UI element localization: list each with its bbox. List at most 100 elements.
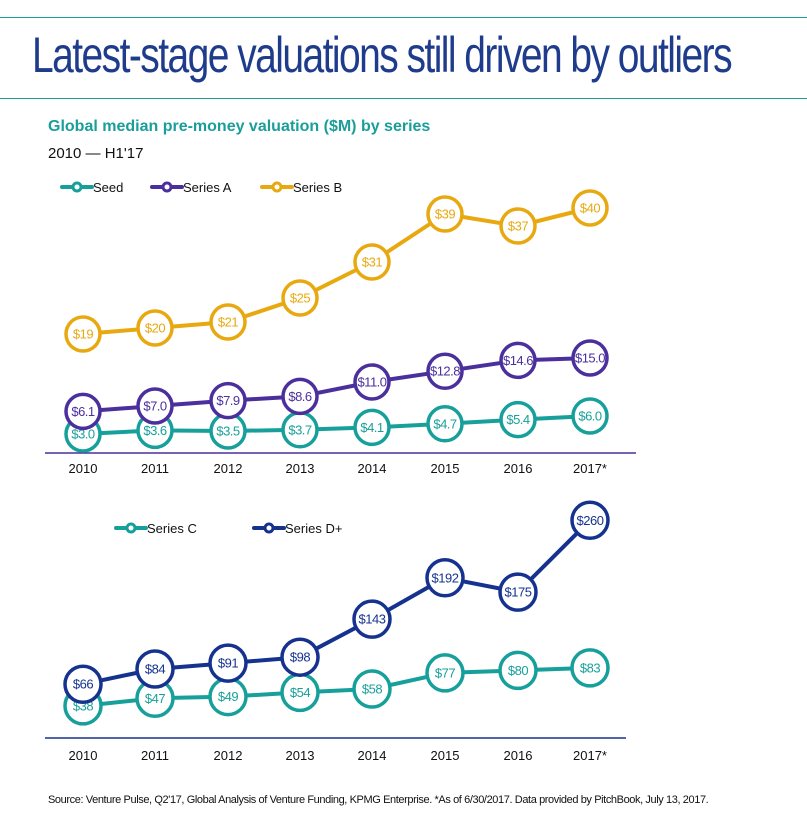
data-label: $58 (362, 681, 382, 696)
data-point-marker (499, 400, 537, 439)
data-point-marker (353, 408, 391, 447)
legend-label: Series A (183, 180, 232, 195)
x-tick-label: 2011 (141, 461, 169, 476)
x-tick-label: 2012 (214, 748, 243, 763)
x-tick-label: 2017* (573, 461, 607, 476)
data-label: $91 (218, 656, 238, 671)
data-label: $39 (435, 207, 455, 222)
data-label: $25 (290, 291, 310, 306)
data-label: $6.1 (71, 404, 95, 419)
data-label: $7.9 (216, 393, 240, 408)
data-point-marker (209, 381, 247, 420)
x-tick-label: 2015 (431, 748, 460, 763)
data-label: $84 (145, 662, 165, 677)
data-label: $54 (290, 685, 310, 700)
data-label: $15.0 (575, 351, 605, 366)
data-point-marker (426, 405, 464, 443)
source-note: Source: Venture Pulse, Q2'17, Global Ana… (48, 794, 709, 806)
x-tick-label: 2011 (141, 748, 169, 763)
data-label: $260 (577, 513, 604, 528)
legend-marker (263, 522, 275, 534)
data-point-marker (426, 352, 464, 390)
data-point-marker (498, 650, 538, 691)
data-label: $3.5 (216, 424, 240, 439)
data-label: $12.8 (430, 364, 460, 379)
x-tick-label: 2014 (358, 461, 387, 476)
x-tick-label: 2010 (69, 748, 98, 763)
x-tick-label: 2014 (358, 748, 387, 763)
x-tick-label: 2010 (69, 461, 98, 476)
legend-label: Series D+ (285, 521, 342, 536)
data-label: $80 (508, 663, 528, 678)
data-point-marker (208, 643, 248, 683)
data-point-marker (64, 315, 102, 353)
data-point-marker (352, 669, 392, 709)
legend-marker (271, 181, 283, 193)
data-label: $192 (432, 570, 459, 585)
legend-marker (71, 181, 83, 193)
data-point-marker (571, 397, 609, 435)
data-point-marker (571, 189, 609, 227)
data-label: $8.6 (288, 389, 312, 404)
data-label: $40 (580, 201, 600, 216)
data-point-marker (135, 649, 175, 689)
data-point-marker (426, 195, 464, 233)
data-label: $4.1 (360, 420, 384, 435)
data-label: $5.4 (506, 412, 530, 427)
x-tick-label: 2017* (573, 748, 607, 763)
data-label: $77 (435, 665, 455, 680)
data-label: $66 (73, 677, 93, 692)
legend-label: Series B (293, 180, 342, 195)
data-point-marker (63, 664, 103, 704)
data-label: $3.7 (288, 422, 312, 437)
data-label: $83 (580, 660, 600, 675)
x-tick-label: 2013 (286, 461, 315, 476)
x-tick-label: 2016 (504, 461, 533, 476)
x-tick-label: 2013 (286, 748, 315, 763)
data-label: $143 (359, 612, 386, 627)
legend-label: Series C (147, 521, 197, 536)
x-tick-label: 2012 (214, 461, 243, 476)
data-point-marker (64, 392, 102, 431)
chart-subtitle: Global median pre-money valuation ($M) b… (48, 118, 431, 135)
date-range: 2010 — H1'17 (48, 145, 144, 162)
data-point-marker (209, 303, 247, 341)
data-label: $19 (73, 327, 93, 342)
data-label: $11.0 (357, 375, 386, 390)
data-label: $4.7 (433, 416, 457, 431)
data-point-marker (353, 243, 391, 281)
data-point-marker (499, 207, 537, 245)
legend-marker (161, 181, 173, 193)
data-point-marker (136, 387, 174, 425)
data-label: $175 (505, 585, 532, 600)
data-point-marker (281, 377, 319, 416)
data-point-marker (280, 637, 320, 677)
data-point-marker (353, 363, 391, 401)
data-point-marker (425, 653, 465, 693)
top-rule (0, 17, 807, 18)
data-point-marker (425, 558, 465, 598)
data-point-marker (352, 599, 392, 639)
data-label: $20 (145, 321, 165, 336)
data-label: $31 (362, 255, 382, 270)
data-label: $47 (145, 691, 165, 706)
data-point-marker (281, 279, 319, 317)
data-label: $3.0 (71, 427, 95, 442)
data-point-marker (498, 572, 538, 612)
x-tick-label: 2015 (431, 461, 460, 476)
title-rule (0, 98, 807, 99)
data-label: $6.0 (578, 409, 602, 424)
data-label: $3.6 (143, 423, 167, 438)
legend-marker (125, 522, 137, 534)
data-point-marker (570, 500, 610, 541)
legend-label: Seed (93, 180, 123, 195)
data-point-marker (571, 339, 609, 377)
data-point-marker (570, 648, 610, 688)
data-label: $98 (290, 650, 310, 665)
data-point-marker (499, 341, 537, 380)
data-label: $7.0 (143, 399, 167, 414)
data-point-marker (136, 309, 174, 347)
data-label: $21 (218, 315, 238, 330)
data-label: $49 (218, 689, 238, 704)
